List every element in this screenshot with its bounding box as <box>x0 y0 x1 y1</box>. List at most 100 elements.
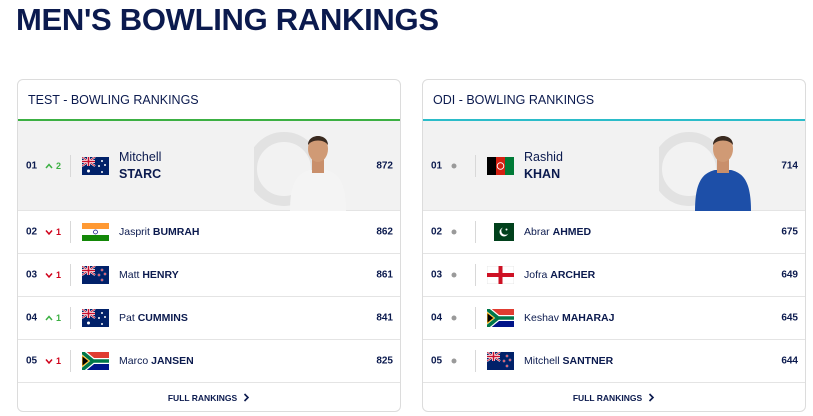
first-name: Jofra <box>524 269 548 281</box>
rating: 645 <box>781 312 798 324</box>
divider <box>70 307 71 329</box>
ranking-row[interactable]: 02 Abrar AHMED 675 <box>423 211 805 254</box>
ranking-row[interactable]: 01 Rashid KHAN 714 <box>423 121 805 211</box>
movement-places: 2 <box>56 160 62 171</box>
player-name: Mitchell SANTNER <box>524 355 613 367</box>
rank: 01 <box>431 160 443 171</box>
player-name: Mitchell STARC <box>119 149 161 183</box>
movement-icon <box>45 230 53 236</box>
chevron <box>649 393 655 402</box>
rank: 03 <box>26 269 38 281</box>
last-name: STARC <box>119 166 162 181</box>
ranking-row[interactable]: 05 1 Marco JANSEN 825 <box>18 340 400 383</box>
movement-icon <box>451 163 457 168</box>
page-title: MEN'S BOWLING RANKINGS <box>16 2 439 37</box>
rank: 05 <box>26 355 38 367</box>
ranking-row[interactable]: 03 1 Matt HENRY 861 <box>18 254 400 297</box>
movement-places: 1 <box>56 227 62 237</box>
first-name: Mitchell <box>119 149 162 164</box>
rank-movement: 1 <box>45 313 61 323</box>
last-name: ARCHER <box>550 269 596 281</box>
first-name: Rashid <box>524 149 563 164</box>
first-name: Abrar <box>524 226 550 238</box>
player-name: Jofra ARCHER <box>524 269 595 281</box>
last-name: KHAN <box>524 166 561 181</box>
rating: 714 <box>781 160 798 171</box>
rating: 862 <box>376 226 393 238</box>
country-flag <box>487 223 514 241</box>
divider <box>475 350 476 372</box>
last-name: MAHARAJ <box>561 312 615 324</box>
rating: 861 <box>376 269 393 281</box>
divider <box>70 221 71 243</box>
rating: 675 <box>781 226 798 238</box>
ranking-row[interactable]: 04 1 Pat CUMMINS 841 <box>18 297 400 340</box>
first-name: Jasprit <box>119 226 150 238</box>
divider <box>70 350 71 372</box>
country-flag <box>82 157 109 175</box>
movement-icon <box>45 359 53 365</box>
player-name: Abrar AHMED <box>524 226 591 238</box>
player-photo <box>659 132 751 211</box>
divider <box>475 154 476 177</box>
first-name: Marco <box>119 355 149 367</box>
divider <box>475 307 476 329</box>
rank: 02 <box>431 226 443 238</box>
player-name: Marco JANSEN <box>119 355 194 367</box>
ranking-row[interactable]: 02 1 Jasprit BUMRAH 862 <box>18 211 400 254</box>
rank-movement <box>450 162 458 170</box>
ranking-row[interactable]: 03 Jofra ARCHER 649 <box>423 254 805 297</box>
country-flag <box>487 352 514 370</box>
rankings-panel: ODI - BOWLING RANKINGS 01 Rashid KHAN 714 02 A… <box>422 79 806 412</box>
rating: 649 <box>781 269 798 281</box>
last-name: AHMED <box>552 226 592 238</box>
full-rankings-link[interactable]: FULL RANKINGS <box>423 383 805 411</box>
rank: 01 <box>26 160 38 171</box>
rank-movement: 1 <box>45 270 61 280</box>
movement-icon <box>451 358 457 364</box>
chevron <box>244 393 250 402</box>
country-flag <box>487 157 514 175</box>
country-flag <box>487 309 514 327</box>
movement-icon <box>451 229 457 235</box>
rank-movement <box>450 314 458 322</box>
rankings-panel: TEST - BOWLING RANKINGS 01 2 Mitchell STARC 8… <box>17 79 401 412</box>
ranking-row[interactable]: 04 Keshav MAHARAJ 645 <box>423 297 805 340</box>
player-name: Matt HENRY <box>119 269 179 281</box>
last-name: CUMMINS <box>137 312 188 324</box>
country-flag <box>82 352 109 370</box>
country-flag <box>82 266 109 284</box>
last-name: HENRY <box>142 269 179 281</box>
last-name: SANTNER <box>562 355 614 367</box>
last-name: JANSEN <box>151 355 194 367</box>
ranking-row[interactable]: 01 2 Mitchell STARC 872 <box>18 121 400 211</box>
rating: 872 <box>376 160 393 171</box>
rank-movement <box>450 228 458 236</box>
ranking-row[interactable]: 05 Mitchell SANTNER 644 <box>423 340 805 383</box>
rank-movement: 1 <box>45 356 61 366</box>
rank-movement: 2 <box>45 161 61 171</box>
divider <box>70 154 71 177</box>
rank: 05 <box>431 355 443 367</box>
player-name: Pat CUMMINS <box>119 312 188 324</box>
player-name: Jasprit BUMRAH <box>119 226 200 238</box>
country-flag <box>487 266 514 284</box>
rating: 825 <box>376 355 393 367</box>
full-rankings-link[interactable]: FULL RANKINGS <box>18 383 400 411</box>
country-flag <box>82 223 109 241</box>
first-name: Mitchell <box>524 355 560 367</box>
divider <box>475 264 476 286</box>
link-text: FULL RANKINGS <box>572 392 643 403</box>
movement-icon <box>45 273 53 279</box>
rating: 841 <box>376 312 393 324</box>
rank-movement: 1 <box>45 227 61 237</box>
rank: 04 <box>431 312 443 324</box>
divider <box>475 221 476 243</box>
rank: 02 <box>26 226 38 238</box>
movement-places: 1 <box>56 270 62 280</box>
movement-icon <box>45 315 53 321</box>
panel-header: TEST - BOWLING RANKINGS <box>18 80 400 121</box>
player-name: Rashid KHAN <box>524 149 563 183</box>
first-name: Keshav <box>524 312 560 324</box>
